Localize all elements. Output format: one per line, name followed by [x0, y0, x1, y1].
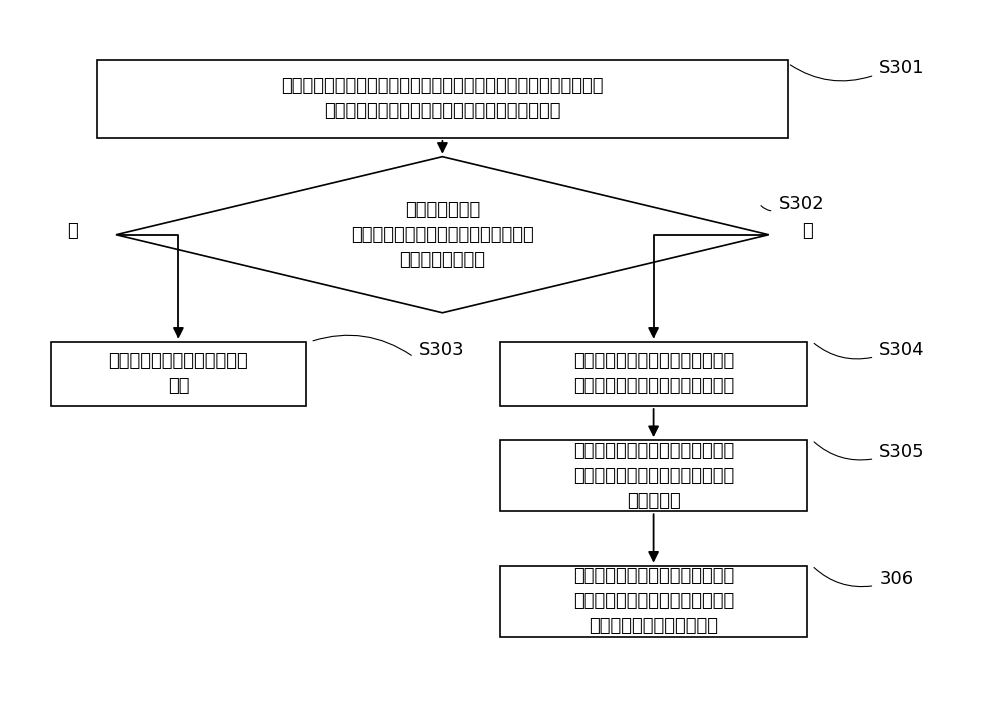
- Text: 将相似度返回语句对应的标准返回
码，确定为与该异常返回码匹配的
标准返回码: 将相似度返回语句对应的标准返回 码，确定为与该异常返回码匹配的 标准返回码: [573, 442, 734, 510]
- Text: 否: 否: [802, 222, 813, 240]
- Bar: [500, 440, 807, 511]
- Bar: [500, 341, 807, 406]
- Text: 判断预置的异常
处理逻辑关系中是否存在与异常返回码
匹配的标准返回码: 判断预置的异常 处理逻辑关系中是否存在与异常返回码 匹配的标准返回码: [351, 201, 534, 269]
- Text: 306: 306: [879, 570, 913, 588]
- Text: S304: S304: [879, 341, 925, 359]
- Text: 是: 是: [67, 222, 78, 240]
- Text: 将该异常返回码转换为标准返
回码: 将该异常返回码转换为标准返 回码: [109, 352, 248, 395]
- Polygon shape: [116, 157, 769, 312]
- Text: S303: S303: [418, 341, 464, 359]
- Text: 接收第一设备发送的业务处理信息，该业务处理信息包括：异常返回
码、该异常返回码对应的异常返回语句和业务类型: 接收第一设备发送的业务处理信息，该业务处理信息包括：异常返回 码、该异常返回码对…: [281, 78, 604, 120]
- Text: 向第二设备发送业务异常信息，该
业务异常信息包括：标准返回码、
相似度返回语句和业务类型: 向第二设备发送业务异常信息，该 业务异常信息包括：标准返回码、 相似度返回语句和…: [573, 567, 734, 635]
- Text: S302: S302: [778, 195, 824, 214]
- Text: 根据预置的标准异常库，确定出异
常返回语句对应的相似度返回语句: 根据预置的标准异常库，确定出异 常返回语句对应的相似度返回语句: [573, 352, 734, 395]
- Text: S301: S301: [879, 59, 925, 78]
- Text: S305: S305: [879, 443, 925, 461]
- Bar: [97, 60, 788, 138]
- Bar: [51, 341, 306, 406]
- Bar: [500, 566, 807, 637]
